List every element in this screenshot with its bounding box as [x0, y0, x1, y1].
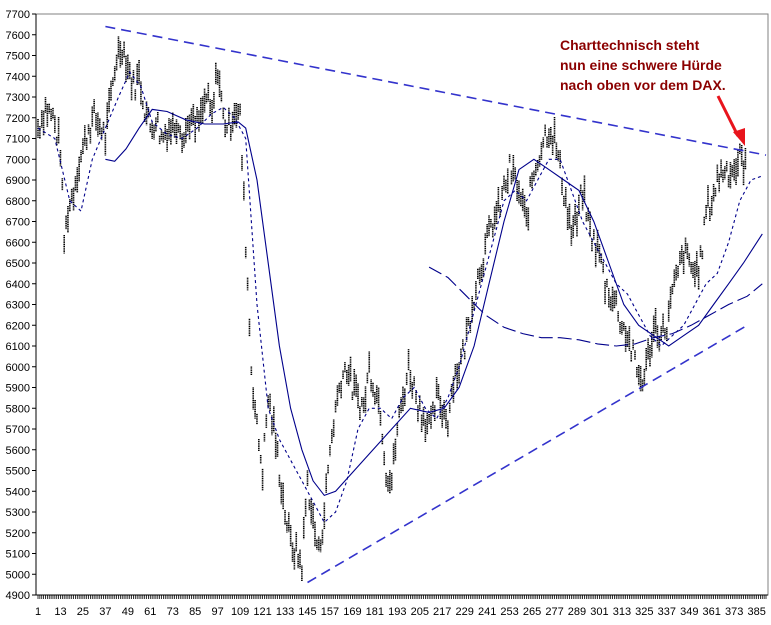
- y-tick-label: 6800: [6, 196, 30, 208]
- x-tick-label: 133: [276, 606, 294, 618]
- short-moving-average: [37, 71, 763, 524]
- x-tick-label: 349: [680, 606, 698, 618]
- x-tick-label: 289: [568, 606, 586, 618]
- y-tick-label: 5800: [6, 403, 30, 415]
- x-tick-label: 1: [35, 606, 41, 618]
- x-tick-label: 373: [725, 606, 743, 618]
- x-tick-label: 385: [747, 606, 765, 618]
- x-tick-label: 109: [231, 606, 249, 618]
- y-tick-label: 6200: [6, 320, 30, 332]
- plot-area: [35, 13, 769, 596]
- annotation-arrow-icon: [716, 95, 740, 137]
- x-tick-label: 85: [189, 606, 201, 618]
- y-tick-label: 7100: [6, 134, 30, 146]
- x-tick-label: 253: [500, 606, 518, 618]
- upper-resistance-trendline: [105, 25, 767, 156]
- x-tick-label: 49: [122, 606, 134, 618]
- x-tick-label: 157: [321, 606, 339, 618]
- y-tick-label: 7600: [6, 30, 30, 42]
- x-tick-label: 325: [635, 606, 653, 618]
- x-tick-label: 97: [212, 606, 224, 618]
- x-tick-label: 193: [388, 606, 406, 618]
- y-tick-label: 5600: [6, 445, 30, 457]
- y-tick-label: 6300: [6, 300, 30, 312]
- y-tick-label: 5100: [6, 549, 30, 561]
- y-tick-label: 5700: [6, 424, 30, 436]
- x-tick-label: 13: [54, 606, 66, 618]
- x-tick-label: 241: [478, 606, 496, 618]
- y-tick-label: 6400: [6, 279, 30, 291]
- x-tick-label: 145: [298, 606, 316, 618]
- y-tick-label: 5300: [6, 507, 30, 519]
- x-tick-label: 121: [253, 606, 271, 618]
- x-tick-label: 169: [343, 606, 361, 618]
- x-tick-label: 217: [433, 606, 451, 618]
- y-tick-label: 6100: [6, 341, 30, 353]
- x-tick-label: 277: [545, 606, 563, 618]
- x-tick-label: 61: [144, 606, 156, 618]
- y-tick-label: 7700: [6, 9, 30, 21]
- x-tick-label: 181: [366, 606, 384, 618]
- price-bars: [37, 36, 747, 582]
- annotation-line-3: nach oben vor dem DAX.: [560, 77, 726, 93]
- annotation-line-2: nun eine schwere Hürde: [560, 57, 722, 73]
- annotation-line-1: Charttechnisch steht: [560, 37, 700, 53]
- y-tick-label: 6900: [6, 175, 30, 187]
- long-moving-average: [428, 266, 763, 347]
- x-tick-label: 301: [590, 606, 608, 618]
- x-tick-label: 265: [523, 606, 541, 618]
- y-tick-label: 6700: [6, 217, 30, 229]
- y-tick-label: 7300: [6, 92, 30, 104]
- y-tick-label: 6000: [6, 362, 30, 374]
- chart-annotation: Charttechnisch steht nun eine schwere Hü…: [560, 35, 770, 95]
- x-tick-label: 313: [613, 606, 631, 618]
- x-tick-label: 205: [411, 606, 429, 618]
- x-tick-label: 37: [99, 606, 111, 618]
- y-tick-label: 5900: [6, 383, 30, 395]
- x-tick-label: 73: [167, 606, 179, 618]
- x-tick-label: 229: [456, 606, 474, 618]
- y-tick-label: 5200: [6, 528, 30, 540]
- y-tick-label: 5400: [6, 486, 30, 498]
- medium-moving-average: [105, 108, 763, 497]
- x-tick-label: 337: [658, 606, 676, 618]
- lower-support-trendline: [307, 324, 748, 584]
- y-tick-label: 6600: [6, 237, 30, 249]
- y-tick-label: 7000: [6, 154, 30, 166]
- arrowhead-icon: [733, 128, 745, 146]
- y-tick-label: 7200: [6, 113, 30, 125]
- y-tick-label: 7500: [6, 51, 30, 63]
- y-tick-label: 4900: [6, 590, 30, 602]
- x-tick-label: 361: [703, 606, 721, 618]
- y-tick-label: 6500: [6, 258, 30, 270]
- x-tick-label: 25: [77, 606, 89, 618]
- y-tick-label: 5500: [6, 466, 30, 478]
- y-tick-label: 7400: [6, 71, 30, 83]
- y-tick-label: 5000: [6, 569, 30, 581]
